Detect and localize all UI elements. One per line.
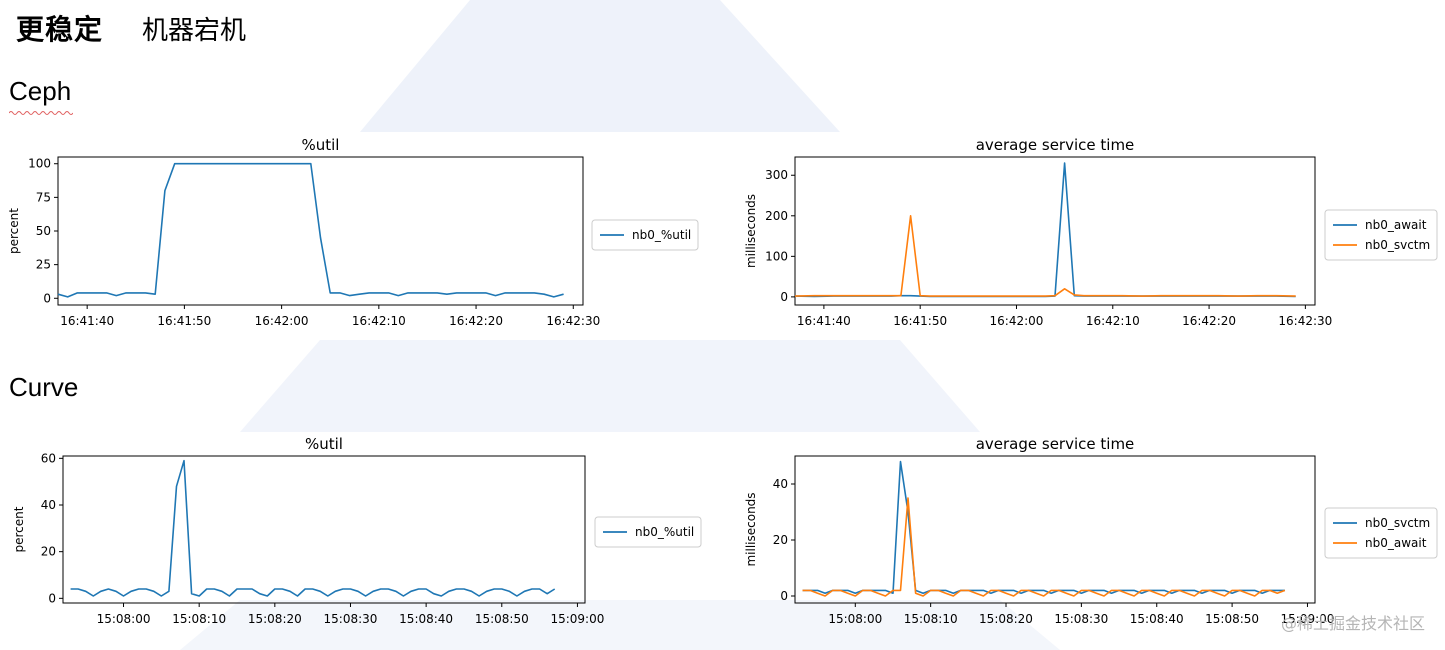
legend-label: nb0_svctm: [1365, 238, 1430, 252]
legend-label: nb0_await: [1365, 218, 1427, 232]
x-tick-label: 15:08:50: [475, 612, 529, 626]
x-tick-label: 16:41:40: [797, 314, 851, 328]
y-axis-label: milliseconds: [744, 194, 758, 268]
y-tick-label: 300: [765, 168, 788, 182]
series-line-nb0-svctm: [794, 215, 1296, 297]
plot-frame: [794, 156, 1316, 306]
spellcheck-underline: [9, 111, 73, 115]
x-tick-label: 16:41:50: [893, 314, 947, 328]
y-tick-label: 0: [780, 290, 788, 304]
y-tick-label: 50: [36, 224, 51, 238]
x-tick-label: 16:42:00: [990, 314, 1044, 328]
y-tick-label: 25: [36, 258, 51, 272]
x-tick-label: 16:42:30: [546, 314, 600, 328]
legend-label: nb0_%util: [632, 228, 691, 242]
legend-label: nb0_await: [1365, 536, 1427, 550]
y-tick-label: 40: [41, 498, 56, 512]
legend-box: [1324, 507, 1438, 559]
x-tick-label: 16:42:20: [1182, 314, 1236, 328]
legend-label: nb0_%util: [635, 525, 694, 539]
x-tick-label: 16:42:20: [449, 314, 503, 328]
series-line-nb0--util: [57, 162, 564, 298]
chart-title: %util: [305, 435, 343, 453]
x-tick-label: 15:08:20: [979, 612, 1033, 626]
x-tick-label: 15:09:00: [1281, 612, 1335, 626]
series-line-nb0-svctm: [802, 460, 1285, 595]
x-tick-label: 15:08:10: [904, 612, 958, 626]
y-tick-label: 100: [765, 249, 788, 263]
y-tick-label: 100: [28, 157, 51, 171]
y-tick-label: 20: [41, 545, 56, 559]
legend-box: [591, 219, 699, 251]
y-tick-label: 0: [43, 291, 51, 305]
x-tick-label: 16:41:40: [60, 314, 114, 328]
section-label-ceph: Ceph: [9, 76, 72, 106]
x-tick-label: 15:08:30: [1054, 612, 1108, 626]
x-tick-label: 16:42:10: [1086, 314, 1140, 328]
legend-box: [1324, 209, 1438, 261]
y-axis-label: percent: [12, 506, 26, 552]
x-tick-label: 16:42:10: [352, 314, 406, 328]
plot-frame: [62, 455, 586, 604]
watermark: @稀土掘金技术社区: [1280, 614, 1425, 633]
y-tick-label: 200: [765, 209, 788, 223]
y-tick-label: 40: [773, 477, 788, 491]
x-tick-label: 15:08:50: [1205, 612, 1259, 626]
x-tick-label: 15:08:10: [172, 612, 226, 626]
x-tick-label: 15:09:00: [550, 612, 604, 626]
page-subtitle: 机器宕机: [142, 16, 247, 46]
page-title: 更稳定: [16, 13, 104, 46]
series-line-nb0-await: [802, 497, 1286, 597]
x-tick-label: 15:08:40: [399, 612, 453, 626]
legend-label: nb0_svctm: [1365, 516, 1430, 530]
x-tick-label: 15:08:20: [248, 612, 302, 626]
x-tick-label: 15:08:00: [828, 612, 882, 626]
y-tick-label: 20: [773, 533, 788, 547]
chart-title: %util: [302, 136, 340, 154]
x-tick-label: 15:08:30: [324, 612, 378, 626]
y-tick-label: 0: [48, 591, 56, 605]
y-tick-label: 60: [41, 451, 56, 465]
x-tick-label: 15:08:40: [1130, 612, 1184, 626]
chart-title: average service time: [976, 435, 1135, 453]
y-tick-label: 0: [780, 589, 788, 603]
y-axis-label: milliseconds: [744, 492, 758, 566]
x-tick-label: 16:41:50: [157, 314, 211, 328]
chart-title: average service time: [976, 136, 1135, 154]
y-axis-label: percent: [7, 208, 21, 254]
plot-frame: [794, 455, 1316, 604]
section-label-curve: Curve: [9, 372, 79, 402]
x-tick-label: 16:42:00: [255, 314, 309, 328]
legend-box: [594, 516, 702, 548]
y-tick-label: 75: [36, 190, 51, 204]
x-tick-label: 16:42:30: [1278, 314, 1332, 328]
x-tick-label: 15:08:00: [97, 612, 151, 626]
series-line-nb0--util: [70, 459, 556, 597]
